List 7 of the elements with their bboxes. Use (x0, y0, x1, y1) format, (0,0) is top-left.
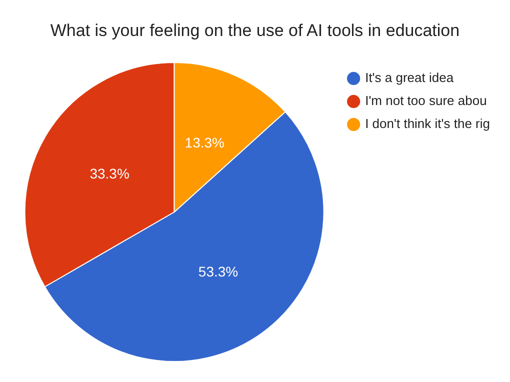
chart-title: What is your feeling on the use of AI tools in education (49, 20, 461, 42)
legend-label: I don't think it's the rig (365, 116, 490, 132)
legend-label: It's a great idea (365, 70, 454, 86)
data-label: 53.3% (198, 263, 238, 280)
legend-label: I'm not too sure abou (365, 93, 487, 108)
data-label: 33.3% (90, 165, 130, 182)
data-label: 13.3% (184, 134, 225, 151)
